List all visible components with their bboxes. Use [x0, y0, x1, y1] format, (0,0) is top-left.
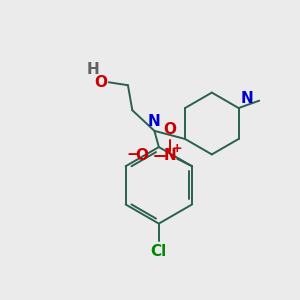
Text: O: O [94, 75, 107, 90]
Text: O: O [135, 148, 148, 164]
Text: H: H [86, 61, 99, 76]
Text: N: N [148, 114, 161, 129]
Text: Cl: Cl [151, 244, 167, 259]
Text: O: O [164, 122, 176, 137]
Text: N: N [241, 91, 254, 106]
Text: −: − [127, 147, 140, 162]
Text: N: N [164, 148, 176, 164]
Text: +: + [172, 142, 183, 155]
